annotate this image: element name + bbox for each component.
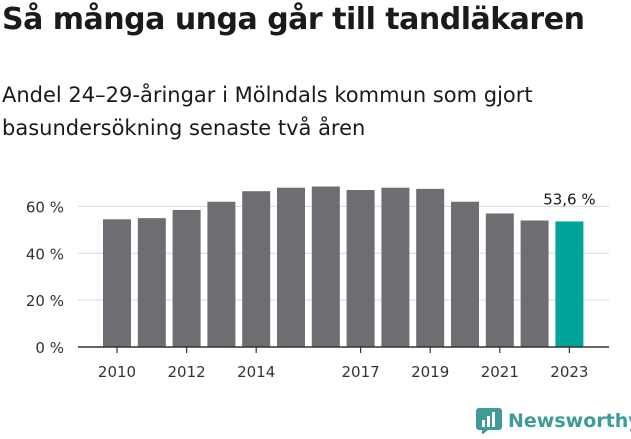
x-tick-label: 2010 bbox=[98, 363, 136, 381]
bar-2020 bbox=[451, 201, 479, 347]
bar-2015 bbox=[277, 187, 305, 347]
bar-2013 bbox=[207, 201, 236, 347]
bar-2010 bbox=[103, 219, 131, 347]
bar-2014 bbox=[242, 191, 271, 347]
chart-title: Så många unga går till tandläkaren bbox=[2, 2, 585, 37]
bar-2021 bbox=[485, 213, 514, 347]
x-tick-label: 2014 bbox=[237, 363, 275, 381]
bar-2018 bbox=[381, 187, 410, 347]
bar-2022 bbox=[520, 220, 549, 347]
y-tick-label: 40 % bbox=[26, 245, 64, 263]
chart-subtitle: Andel 24–29-åringar i Mölndals kommun so… bbox=[2, 83, 533, 140]
bar-2016 bbox=[311, 186, 340, 347]
x-tick-label: 2012 bbox=[168, 363, 206, 381]
x-tick-label: 2021 bbox=[481, 363, 519, 381]
x-tick-label: 2023 bbox=[550, 363, 588, 381]
y-tick-label: 0 % bbox=[35, 339, 64, 357]
newsworthy-brand: Newsworthy bbox=[476, 408, 631, 434]
x-tick-label: 2017 bbox=[342, 363, 380, 381]
y-tick-label: 60 % bbox=[26, 198, 64, 216]
bar-2017 bbox=[346, 190, 375, 347]
y-tick-label: 20 % bbox=[26, 292, 64, 310]
bar-2023 bbox=[555, 221, 584, 347]
bar-chart: 0 % 20 % 40 % 60 % 53,6 % 2010 2012 2014 2017 201… bbox=[26, 186, 609, 381]
brand-name: Newsworthy bbox=[508, 410, 631, 432]
highlight-data-label: 53,6 % bbox=[543, 190, 595, 208]
bar-chart-logo-icon bbox=[476, 408, 502, 434]
bar-2012 bbox=[172, 209, 201, 347]
bar-2011 bbox=[137, 218, 166, 347]
x-tick-label: 2019 bbox=[411, 363, 449, 381]
bar-2019 bbox=[416, 188, 445, 347]
